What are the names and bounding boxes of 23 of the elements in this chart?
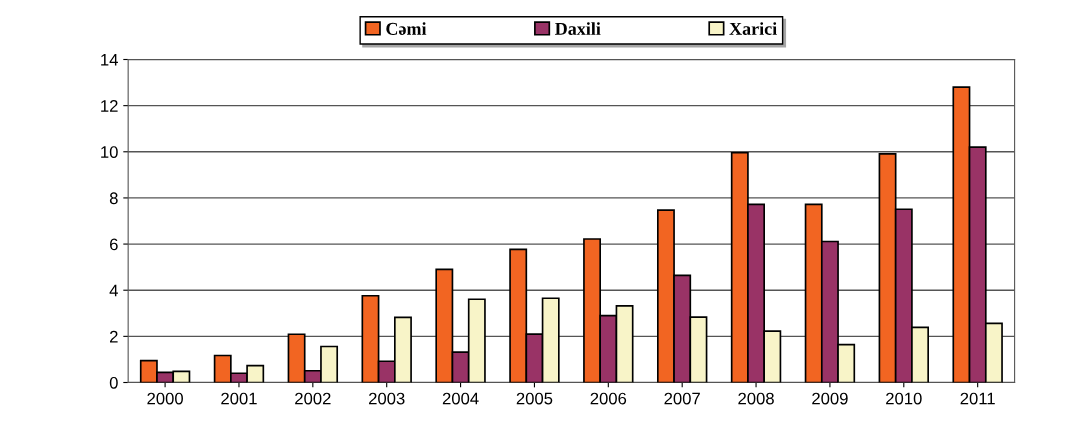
y-tick-label: 14 <box>101 54 118 66</box>
x-tick-label: 2006 <box>590 392 627 405</box>
legend-label: Daxili <box>555 22 601 35</box>
y-tick-label: 8 <box>109 192 118 205</box>
x-tick-label: 2010 <box>886 392 922 405</box>
x-tick-label: 2000 <box>147 392 183 405</box>
legend-label: Cəmi <box>386 22 427 35</box>
x-tick-label: 2009 <box>812 392 848 405</box>
legend-label: Xarici <box>729 22 777 35</box>
y-tick-label: 2 <box>110 330 118 343</box>
x-tick-label: 2008 <box>738 392 774 405</box>
x-tick-label: 2002 <box>295 392 331 405</box>
y-tick-label: 0 <box>109 376 118 389</box>
x-tick-label: 2005 <box>516 392 553 405</box>
x-tick-label: 2004 <box>442 392 479 405</box>
y-tick-label: 12 <box>101 100 118 112</box>
x-tick-label: 2003 <box>369 392 405 405</box>
y-tick-label: 6 <box>110 238 118 251</box>
x-tick-label: 2011 <box>960 392 995 405</box>
y-tick-label: 10 <box>101 146 118 158</box>
x-tick-label: 2007 <box>664 392 700 405</box>
x-tick-label: 2001 <box>221 392 257 405</box>
y-tick-label: 4 <box>109 284 118 297</box>
